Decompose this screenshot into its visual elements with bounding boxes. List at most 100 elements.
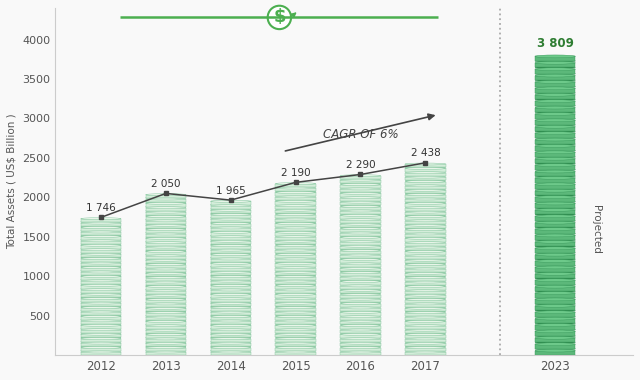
Ellipse shape — [405, 198, 445, 200]
Bar — [340, 286, 381, 289]
Ellipse shape — [211, 314, 251, 316]
Bar — [535, 338, 575, 342]
Ellipse shape — [275, 209, 316, 211]
Ellipse shape — [146, 206, 186, 207]
Bar — [275, 188, 316, 191]
Bar — [405, 212, 445, 215]
Ellipse shape — [405, 215, 445, 217]
Ellipse shape — [405, 166, 445, 168]
Ellipse shape — [535, 253, 575, 256]
Ellipse shape — [535, 74, 575, 77]
Bar — [211, 237, 251, 240]
Bar — [211, 263, 251, 267]
Ellipse shape — [535, 347, 575, 350]
Ellipse shape — [211, 319, 251, 321]
Ellipse shape — [81, 328, 121, 329]
Bar — [146, 203, 186, 207]
Ellipse shape — [211, 217, 251, 219]
Ellipse shape — [211, 323, 251, 325]
Ellipse shape — [211, 253, 251, 255]
Bar — [405, 208, 445, 211]
Ellipse shape — [211, 221, 251, 223]
Bar — [146, 313, 186, 316]
Ellipse shape — [405, 163, 445, 165]
Bar — [405, 343, 445, 347]
Ellipse shape — [275, 301, 316, 303]
Ellipse shape — [340, 236, 381, 238]
Bar — [81, 348, 121, 351]
Bar — [535, 344, 575, 349]
Bar — [535, 101, 575, 106]
Ellipse shape — [211, 283, 251, 285]
Ellipse shape — [405, 179, 445, 181]
Bar — [535, 223, 575, 227]
Ellipse shape — [146, 197, 186, 199]
Ellipse shape — [535, 157, 575, 160]
Bar — [405, 273, 445, 277]
Ellipse shape — [81, 256, 121, 258]
Ellipse shape — [340, 341, 381, 343]
Ellipse shape — [146, 284, 186, 286]
Bar — [535, 261, 575, 266]
Ellipse shape — [405, 233, 445, 235]
Ellipse shape — [275, 262, 316, 264]
Ellipse shape — [340, 347, 381, 348]
Bar — [405, 308, 445, 312]
Bar — [340, 193, 381, 196]
Bar — [535, 287, 575, 291]
Bar — [146, 321, 186, 325]
Bar — [275, 197, 316, 200]
Bar — [340, 317, 381, 320]
Ellipse shape — [275, 345, 316, 347]
Ellipse shape — [340, 206, 381, 207]
Ellipse shape — [211, 261, 251, 263]
Ellipse shape — [340, 200, 381, 202]
Ellipse shape — [340, 307, 381, 309]
Ellipse shape — [211, 248, 251, 250]
Ellipse shape — [405, 299, 445, 301]
Ellipse shape — [146, 233, 186, 235]
Ellipse shape — [405, 227, 445, 230]
Ellipse shape — [211, 306, 251, 307]
Ellipse shape — [146, 246, 186, 248]
Bar — [405, 299, 445, 303]
Ellipse shape — [275, 267, 316, 269]
Ellipse shape — [146, 232, 186, 234]
Bar — [535, 133, 575, 138]
Ellipse shape — [211, 320, 251, 322]
Ellipse shape — [405, 316, 445, 318]
Ellipse shape — [146, 334, 186, 336]
Ellipse shape — [535, 209, 575, 211]
Ellipse shape — [81, 221, 121, 223]
Bar — [275, 352, 316, 355]
Ellipse shape — [405, 332, 445, 334]
Bar — [535, 299, 575, 304]
Bar — [405, 317, 445, 320]
Ellipse shape — [340, 301, 381, 303]
Ellipse shape — [275, 293, 316, 295]
Bar — [81, 294, 121, 298]
Ellipse shape — [146, 354, 186, 356]
Ellipse shape — [535, 323, 575, 326]
Ellipse shape — [146, 198, 186, 200]
Bar — [275, 268, 316, 271]
Ellipse shape — [275, 354, 316, 356]
Ellipse shape — [405, 345, 445, 347]
Bar — [275, 219, 316, 222]
Ellipse shape — [535, 125, 575, 128]
Ellipse shape — [340, 306, 381, 308]
Ellipse shape — [146, 325, 186, 327]
Ellipse shape — [146, 280, 186, 282]
Bar — [211, 325, 251, 329]
Ellipse shape — [535, 315, 575, 318]
Ellipse shape — [275, 183, 316, 185]
Bar — [405, 203, 445, 206]
Ellipse shape — [211, 280, 251, 282]
Ellipse shape — [275, 323, 316, 325]
Ellipse shape — [535, 283, 575, 286]
Text: $: $ — [273, 8, 285, 27]
Ellipse shape — [340, 328, 381, 330]
Ellipse shape — [275, 186, 316, 188]
Bar — [535, 56, 575, 61]
Ellipse shape — [340, 196, 381, 198]
